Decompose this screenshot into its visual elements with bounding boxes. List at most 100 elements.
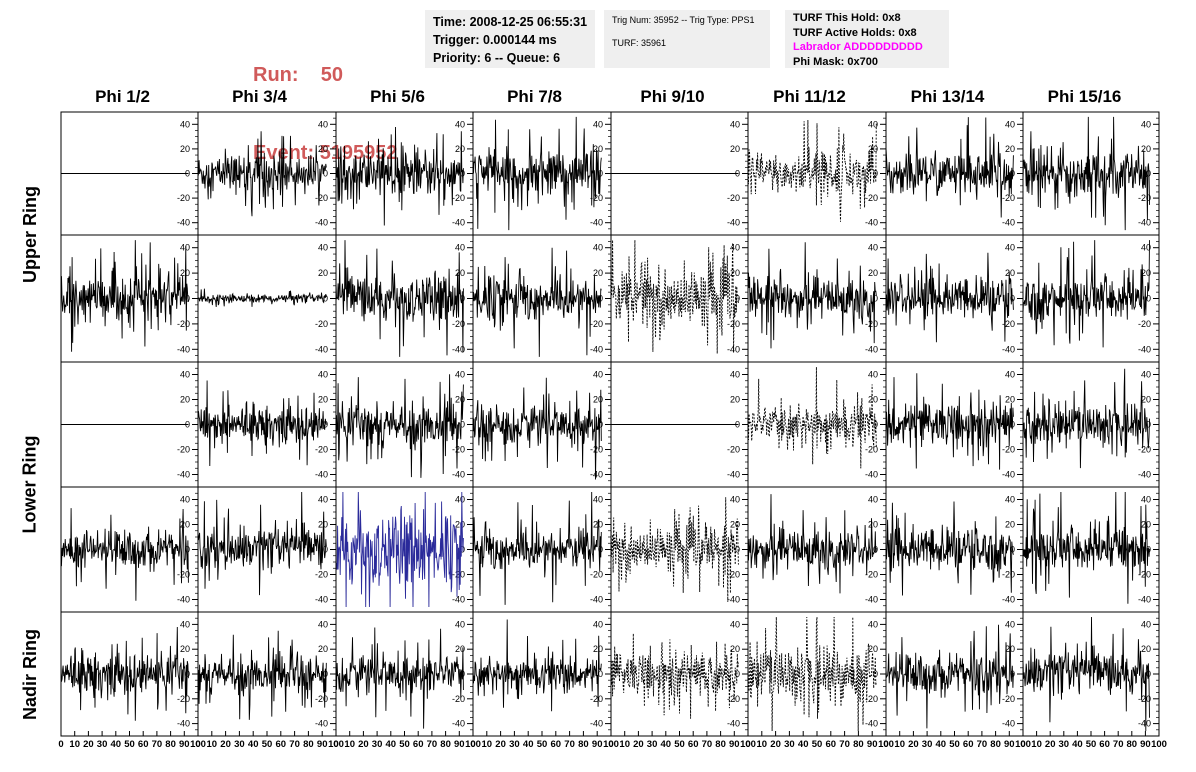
column-header: Phi 5/6 bbox=[370, 87, 425, 106]
waveform-line bbox=[335, 240, 464, 357]
y-tick-label: 20 bbox=[868, 644, 878, 654]
x-tick-label: 30 bbox=[234, 739, 245, 750]
y-tick-label: 40 bbox=[455, 243, 465, 253]
y-tick-label: 40 bbox=[868, 119, 878, 129]
waveform-line bbox=[747, 616, 877, 732]
x-tick-label: 20 bbox=[908, 739, 919, 750]
y-tick-label: 40 bbox=[318, 619, 328, 629]
x-tick-label: 20 bbox=[495, 739, 506, 750]
y-tick-label: 20 bbox=[180, 520, 190, 530]
y-tick-label: -40 bbox=[1138, 595, 1151, 605]
x-tick-label: 30 bbox=[1059, 739, 1070, 750]
y-tick-label: -40 bbox=[452, 719, 465, 729]
y-tick-label: 0 bbox=[598, 420, 603, 430]
y-tick-label: -20 bbox=[452, 570, 465, 580]
run-value: 50 bbox=[320, 64, 344, 86]
turf-active-text: TURF Active Holds: 0x8 bbox=[793, 26, 917, 39]
column-header: Phi 9/10 bbox=[640, 87, 705, 106]
x-tick-label: 100 bbox=[603, 739, 619, 750]
x-tick-label: 0 bbox=[1020, 739, 1025, 750]
y-tick-label: 40 bbox=[318, 495, 328, 505]
y-tick-label: 40 bbox=[180, 619, 190, 629]
y-tick-label: -40 bbox=[1002, 719, 1015, 729]
x-tick-label: 20 bbox=[358, 739, 369, 750]
y-tick-label: 20 bbox=[180, 395, 190, 405]
x-tick-label: 100 bbox=[1151, 739, 1167, 750]
y-tick-label: 40 bbox=[868, 243, 878, 253]
y-tick-label: -20 bbox=[315, 570, 328, 580]
y-tick-label: -40 bbox=[1138, 218, 1151, 228]
trigger-text: Trigger: 0.000144 ms bbox=[433, 33, 557, 47]
y-tick-label: -40 bbox=[865, 719, 878, 729]
y-tick-label: 20 bbox=[730, 268, 740, 278]
y-tick-label: 20 bbox=[318, 268, 328, 278]
x-tick-label: 40 bbox=[248, 739, 259, 750]
x-tick-label: 90 bbox=[1140, 739, 1151, 750]
x-tick-label: 10 bbox=[482, 739, 493, 750]
turf-hold-text: TURF This Hold: 0x8 bbox=[793, 12, 901, 24]
y-tick-label: 40 bbox=[593, 370, 603, 380]
y-tick-label: 40 bbox=[593, 243, 603, 253]
y-tick-label: -20 bbox=[315, 193, 328, 203]
x-tick-label: 60 bbox=[551, 739, 562, 750]
y-tick-label: -20 bbox=[177, 193, 190, 203]
waveform-line bbox=[1022, 240, 1150, 348]
y-tick-label: -40 bbox=[315, 719, 328, 729]
y-tick-label: 40 bbox=[1005, 619, 1015, 629]
y-tick-label: -20 bbox=[590, 445, 603, 455]
y-tick-label: 40 bbox=[1141, 370, 1151, 380]
y-tick-label: 0 bbox=[735, 294, 740, 304]
x-tick-label: 20 bbox=[633, 739, 644, 750]
y-tick-label: 40 bbox=[1141, 243, 1151, 253]
run-label: Run: bbox=[253, 64, 299, 86]
waveform-line bbox=[472, 247, 602, 357]
waveform-line bbox=[610, 240, 739, 354]
waveform-line bbox=[472, 619, 602, 712]
y-tick-label: -20 bbox=[315, 319, 328, 329]
y-tick-label: 40 bbox=[730, 119, 740, 129]
y-tick-label: -20 bbox=[1002, 193, 1015, 203]
y-tick-label: 20 bbox=[593, 395, 603, 405]
x-tick-label: 60 bbox=[826, 739, 837, 750]
y-tick-label: -20 bbox=[727, 445, 740, 455]
y-tick-label: 40 bbox=[180, 119, 190, 129]
run-line: Run: 50 bbox=[253, 62, 398, 88]
y-tick-label: 20 bbox=[1141, 268, 1151, 278]
waveform-line bbox=[335, 126, 464, 226]
x-tick-label: 50 bbox=[1086, 739, 1097, 750]
waveform-line bbox=[472, 116, 602, 231]
turf-info-box: TURF This Hold: 0x8 TURF Active Holds: 0… bbox=[785, 10, 949, 68]
y-tick-label: -20 bbox=[1138, 570, 1151, 580]
waveform-line bbox=[747, 242, 877, 349]
y-tick-label: -40 bbox=[590, 470, 603, 480]
y-tick-label: -20 bbox=[177, 445, 190, 455]
y-tick-label: -20 bbox=[452, 193, 465, 203]
y-tick-label: -20 bbox=[865, 570, 878, 580]
x-tick-label: 50 bbox=[812, 739, 823, 750]
y-tick-label: 40 bbox=[318, 370, 328, 380]
y-tick-label: 40 bbox=[318, 119, 328, 129]
waveform-panel: -40 -20 0 20 40 bbox=[472, 361, 612, 488]
y-tick-label: 20 bbox=[1005, 144, 1015, 154]
y-tick-label: 20 bbox=[730, 520, 740, 530]
column-header: Phi 15/16 bbox=[1047, 87, 1122, 106]
y-tick-label: -40 bbox=[452, 595, 465, 605]
y-tick-label: -20 bbox=[315, 445, 328, 455]
x-tick-label: 70 bbox=[702, 739, 713, 750]
column-header: Phi 7/8 bbox=[507, 87, 562, 106]
x-tick-label: 0 bbox=[58, 739, 63, 750]
y-tick-label: -40 bbox=[590, 595, 603, 605]
trig-num-text: Trig Num: 35952 -- Trig Type: PPS1 bbox=[612, 15, 755, 25]
